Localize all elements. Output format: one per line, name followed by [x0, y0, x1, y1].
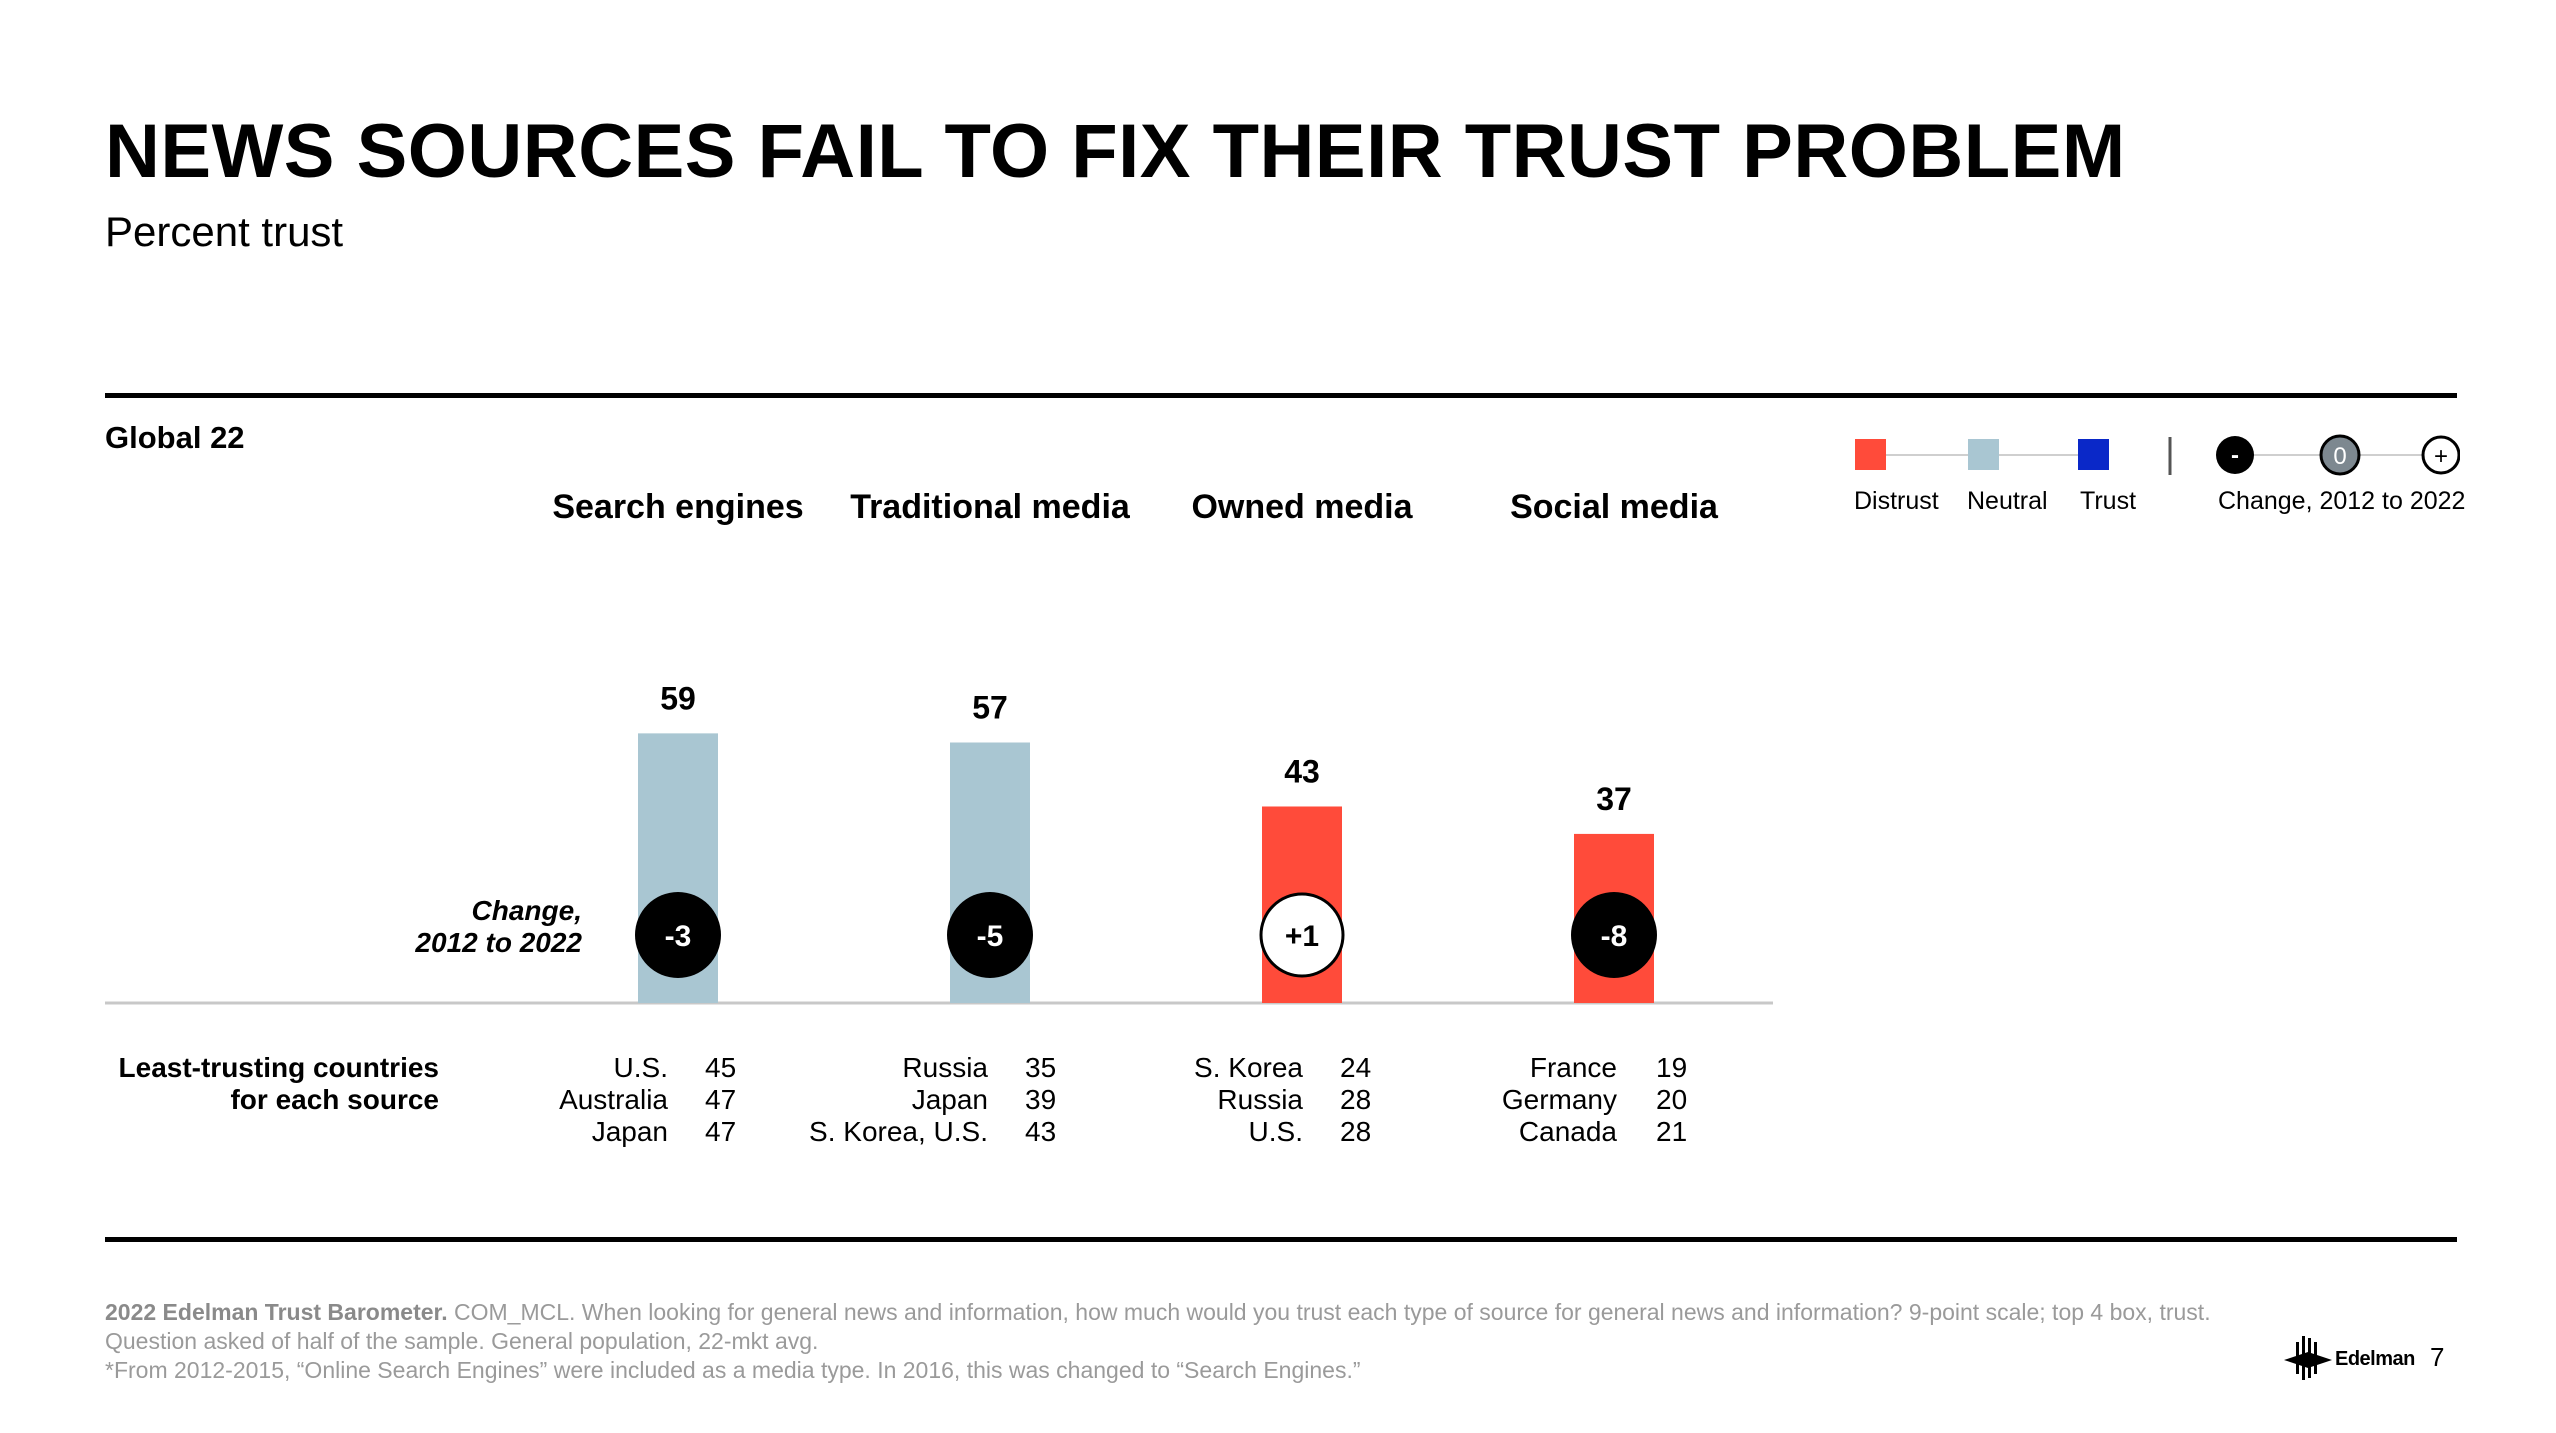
least-trusting-value: 24: [1340, 1052, 1372, 1083]
legend-plus-symbol: +: [2434, 443, 2448, 470]
edelman-logo-icon: [2284, 1336, 2332, 1380]
legend-plus-icon: [2421, 435, 2460, 475]
least-trusting-value: 39: [1025, 1084, 1057, 1115]
least-trusting-country: U.S.: [1248, 1116, 1303, 1147]
least-trusting-country: Japan: [911, 1084, 988, 1115]
footnote-source-bold: 2022 Edelman Trust Barometer.: [105, 1299, 448, 1325]
least-trusting-value: 28: [1340, 1084, 1372, 1115]
category-header-owned-media: Owned media: [1191, 488, 1413, 526]
least-trusting-value: 20: [1656, 1084, 1688, 1115]
edelman-logo: Edelman: [2280, 1330, 2420, 1386]
change-circle-2: [1259, 892, 1345, 978]
category-header-search-engines: Search engines: [552, 488, 804, 526]
change-caption-line2: 2012 to 2022: [415, 927, 582, 958]
page-title: NEWS SOURCES FAIL TO FIX THEIR TRUST PRO…: [105, 109, 2126, 194]
least-trusting-value: 19: [1656, 1052, 1688, 1083]
least-trusting-value: 45: [705, 1052, 737, 1083]
legend-minus-symbol: -: [2231, 442, 2239, 469]
legend-change-label: Change, 2012 to 2022: [2218, 487, 2466, 515]
bar-value-label-0: 59: [660, 680, 696, 716]
page-number: 7: [2430, 1342, 2445, 1372]
least-trusting-value: 43: [1025, 1116, 1057, 1147]
top-divider: [105, 393, 2457, 398]
footnote-source-text: COM_MCL. When looking for general news a…: [105, 1299, 2211, 1354]
legend-neutral-swatch: [1968, 439, 1999, 470]
change-label-0: -3: [665, 920, 692, 953]
legend-zero-icon: [2319, 434, 2361, 476]
least-trusting-country: Canada: [1518, 1116, 1617, 1147]
legend-neutral-label: Neutral: [1967, 487, 2048, 515]
legend-minus-icon: [2216, 436, 2254, 474]
least-trusting-country: Russia: [1217, 1084, 1303, 1115]
change-circle-3: [1571, 892, 1657, 978]
least-trusting-value: 35: [1025, 1052, 1057, 1083]
page-subtitle: Percent trust: [105, 208, 344, 255]
category-header-traditional-media: Traditional media: [850, 488, 1130, 526]
edelman-logo-text: Edelman: [2335, 1348, 2415, 1370]
global-label: Global 22: [105, 420, 245, 455]
least-trusting-value: 28: [1340, 1116, 1372, 1147]
least-trusting-country: France: [1529, 1052, 1617, 1083]
change-label-2: +1: [1285, 920, 1319, 953]
change-label-1: -5: [977, 920, 1004, 953]
change-caption: Change, 2012 to 2022: [415, 895, 582, 959]
legend-zero-symbol: 0: [2333, 443, 2346, 470]
bar-value-label-1: 57: [972, 690, 1008, 726]
legend-trust-swatch: [2078, 439, 2109, 470]
change-caption-line1: Change,: [471, 895, 582, 926]
least-trusting-value: 21: [1656, 1116, 1688, 1147]
least-trusting-country: S. Korea: [1194, 1052, 1303, 1083]
footnote: 2022 Edelman Trust Barometer. COM_MCL. W…: [105, 1298, 2255, 1385]
least-trusting-country: Japan: [591, 1116, 668, 1147]
legend-trust-label: Trust: [2080, 487, 2137, 515]
least-trusting-country: S. Korea, U.S.: [809, 1116, 988, 1147]
bar-value-label-3: 37: [1596, 781, 1632, 817]
least-trusting-value: 47: [705, 1084, 737, 1115]
least-trusting-country: Australia: [559, 1084, 668, 1115]
bottom-divider: [105, 1237, 2457, 1242]
least-caption-line2: for each source: [230, 1084, 439, 1115]
legend-distrust-label: Distrust: [1854, 487, 1939, 515]
least-caption-line1: Least-trusting countries: [118, 1052, 439, 1083]
legend-distrust-swatch: [1855, 439, 1886, 470]
change-circle-1: [947, 892, 1033, 978]
least-trusting-caption: Least-trusting countries for each source: [119, 1052, 439, 1116]
footnote-source: 2022 Edelman Trust Barometer. COM_MCL. W…: [105, 1298, 2255, 1356]
change-label-3: -8: [1601, 920, 1628, 953]
legend: - 0 +: [1855, 434, 2460, 476]
change-circle-0: [635, 892, 721, 978]
least-trusting-country: Russia: [902, 1052, 988, 1083]
bar-value-label-2: 43: [1284, 753, 1320, 789]
least-trusting-country: Germany: [1501, 1084, 1617, 1115]
least-trusting-country: U.S.: [613, 1052, 668, 1083]
least-trusting-value: 47: [705, 1116, 737, 1147]
category-header-social-media: Social media: [1510, 488, 1718, 526]
footnote-note: *From 2012-2015, “Online Search Engines”…: [105, 1357, 1361, 1383]
